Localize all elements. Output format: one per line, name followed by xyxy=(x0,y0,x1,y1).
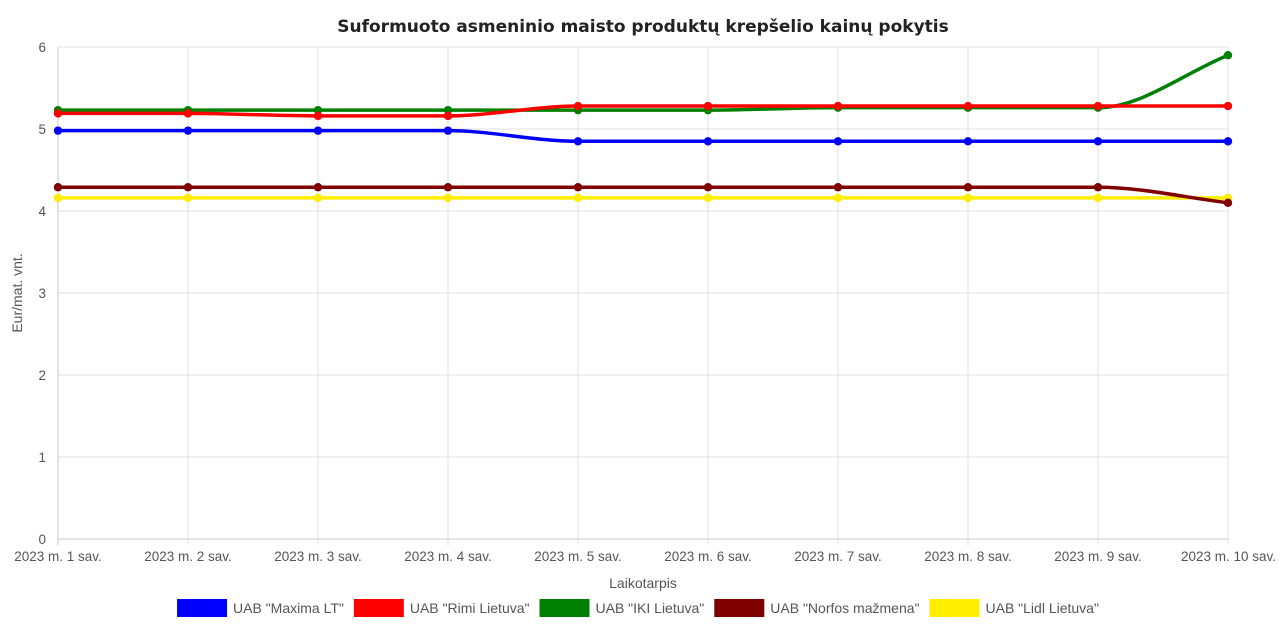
y-tick-label: 0 xyxy=(38,532,46,547)
data-point[interactable] xyxy=(443,126,453,135)
series-line xyxy=(56,185,1230,205)
data-point[interactable] xyxy=(443,105,453,115)
series-1 xyxy=(53,101,1233,121)
legend-item[interactable]: UAB "Lidl Lietuva" xyxy=(929,599,1099,617)
legend-label: UAB "Rimi Lietuva" xyxy=(410,600,530,616)
data-point[interactable] xyxy=(443,193,453,203)
data-point[interactable] xyxy=(833,101,843,111)
data-point[interactable] xyxy=(53,109,63,118)
data-point[interactable] xyxy=(703,193,713,203)
x-tick-label: 2023 m. 6 sav. xyxy=(664,549,752,564)
legend-item[interactable]: UAB "Norfos mažmena" xyxy=(714,599,920,617)
series-line xyxy=(56,104,1230,118)
data-point[interactable] xyxy=(703,183,713,192)
data-point[interactable] xyxy=(963,183,973,192)
x-axis-title: Laikotarpis xyxy=(609,575,677,591)
data-point[interactable] xyxy=(833,183,843,192)
data-point[interactable] xyxy=(573,193,583,203)
legend-label: UAB "Norfos mažmena" xyxy=(770,600,919,616)
data-point[interactable] xyxy=(833,137,843,146)
x-tick-label: 2023 m. 7 sav. xyxy=(794,549,882,564)
series-line xyxy=(56,53,1230,112)
legend-item[interactable]: UAB "Rimi Lietuva" xyxy=(353,599,530,617)
y-tick-label: 3 xyxy=(38,286,46,301)
data-point[interactable] xyxy=(443,183,453,192)
data-point[interactable] xyxy=(573,137,583,146)
data-point[interactable] xyxy=(1093,137,1103,146)
data-point[interactable] xyxy=(183,183,193,192)
data-point[interactable] xyxy=(703,101,713,111)
data-point[interactable] xyxy=(963,101,973,111)
data-point[interactable] xyxy=(1223,137,1233,146)
series-0 xyxy=(53,126,1233,146)
data-point[interactable] xyxy=(963,193,973,203)
legend: UAB "Maxima LT" UAB "Rimi Lietuva" UAB "IK… xyxy=(177,599,1099,617)
data-point[interactable] xyxy=(183,126,193,135)
legend-label: UAB "Maxima LT" xyxy=(233,600,344,616)
data-point[interactable] xyxy=(1223,51,1233,60)
data-point[interactable] xyxy=(963,137,973,146)
x-tick-label: 2023 m. 5 sav. xyxy=(534,549,622,564)
y-tick-label: 6 xyxy=(38,40,46,55)
data-point[interactable] xyxy=(313,111,323,121)
data-point[interactable] xyxy=(53,183,63,192)
data-point[interactable] xyxy=(573,101,583,111)
x-tick-label: 2023 m. 10 sav. xyxy=(1181,549,1276,564)
data-point[interactable] xyxy=(313,193,323,203)
data-point[interactable] xyxy=(53,193,63,203)
legend-label: UAB "IKI Lietuva" xyxy=(596,600,705,616)
legend-swatch xyxy=(353,599,404,617)
legend-swatch xyxy=(714,599,765,617)
data-point[interactable] xyxy=(573,183,583,192)
data-point[interactable] xyxy=(313,105,323,115)
data-point[interactable] xyxy=(1093,193,1103,203)
legend-swatch xyxy=(177,599,228,617)
y-tick-label: 5 xyxy=(38,122,46,137)
x-tick-label: 2023 m. 9 sav. xyxy=(1054,549,1142,564)
data-point[interactable] xyxy=(703,137,713,146)
legend-label: UAB "Lidl Lietuva" xyxy=(986,600,1099,616)
legend-item[interactable]: UAB "IKI Lietuva" xyxy=(539,599,705,617)
y-axis-title: Eur/mat. vnt. xyxy=(9,253,25,332)
data-point[interactable] xyxy=(1223,101,1233,111)
x-tick-label: 2023 m. 4 sav. xyxy=(404,549,492,564)
y-tick-label: 1 xyxy=(38,450,46,465)
series-layer xyxy=(53,51,1233,207)
grid-layer xyxy=(57,46,1229,545)
x-tick-label: 2023 m. 1 sav. xyxy=(14,549,102,564)
legend-swatch xyxy=(929,599,980,617)
data-point[interactable] xyxy=(1093,101,1103,111)
data-point[interactable] xyxy=(183,109,193,118)
data-point[interactable] xyxy=(443,111,453,121)
axis-labels-layer: 0 1 2 3 4 5 6 2023 m. 1 sav. 2023 m. 2 sav. 2023 … xyxy=(14,40,1276,564)
y-tick-label: 2 xyxy=(38,368,46,383)
y-tick-label: 4 xyxy=(38,204,46,219)
data-point[interactable] xyxy=(313,126,323,135)
data-point[interactable] xyxy=(313,183,323,192)
chart-title: Suformuoto asmeninio maisto produktų kre… xyxy=(337,17,948,37)
data-point[interactable] xyxy=(1223,198,1233,207)
legend-item[interactable]: UAB "Maxima LT" xyxy=(177,599,344,617)
series-3 xyxy=(53,183,1233,207)
x-tick-label: 2023 m. 8 sav. xyxy=(924,549,1012,564)
x-tick-label: 2023 m. 3 sav. xyxy=(274,549,362,564)
data-point[interactable] xyxy=(53,126,63,135)
data-point[interactable] xyxy=(833,193,843,203)
data-point[interactable] xyxy=(1093,183,1103,192)
legend-swatch xyxy=(539,599,590,617)
series-line xyxy=(56,128,1230,144)
x-tick-label: 2023 m. 2 sav. xyxy=(144,549,232,564)
series-4 xyxy=(53,193,1233,203)
data-point[interactable] xyxy=(183,193,193,203)
